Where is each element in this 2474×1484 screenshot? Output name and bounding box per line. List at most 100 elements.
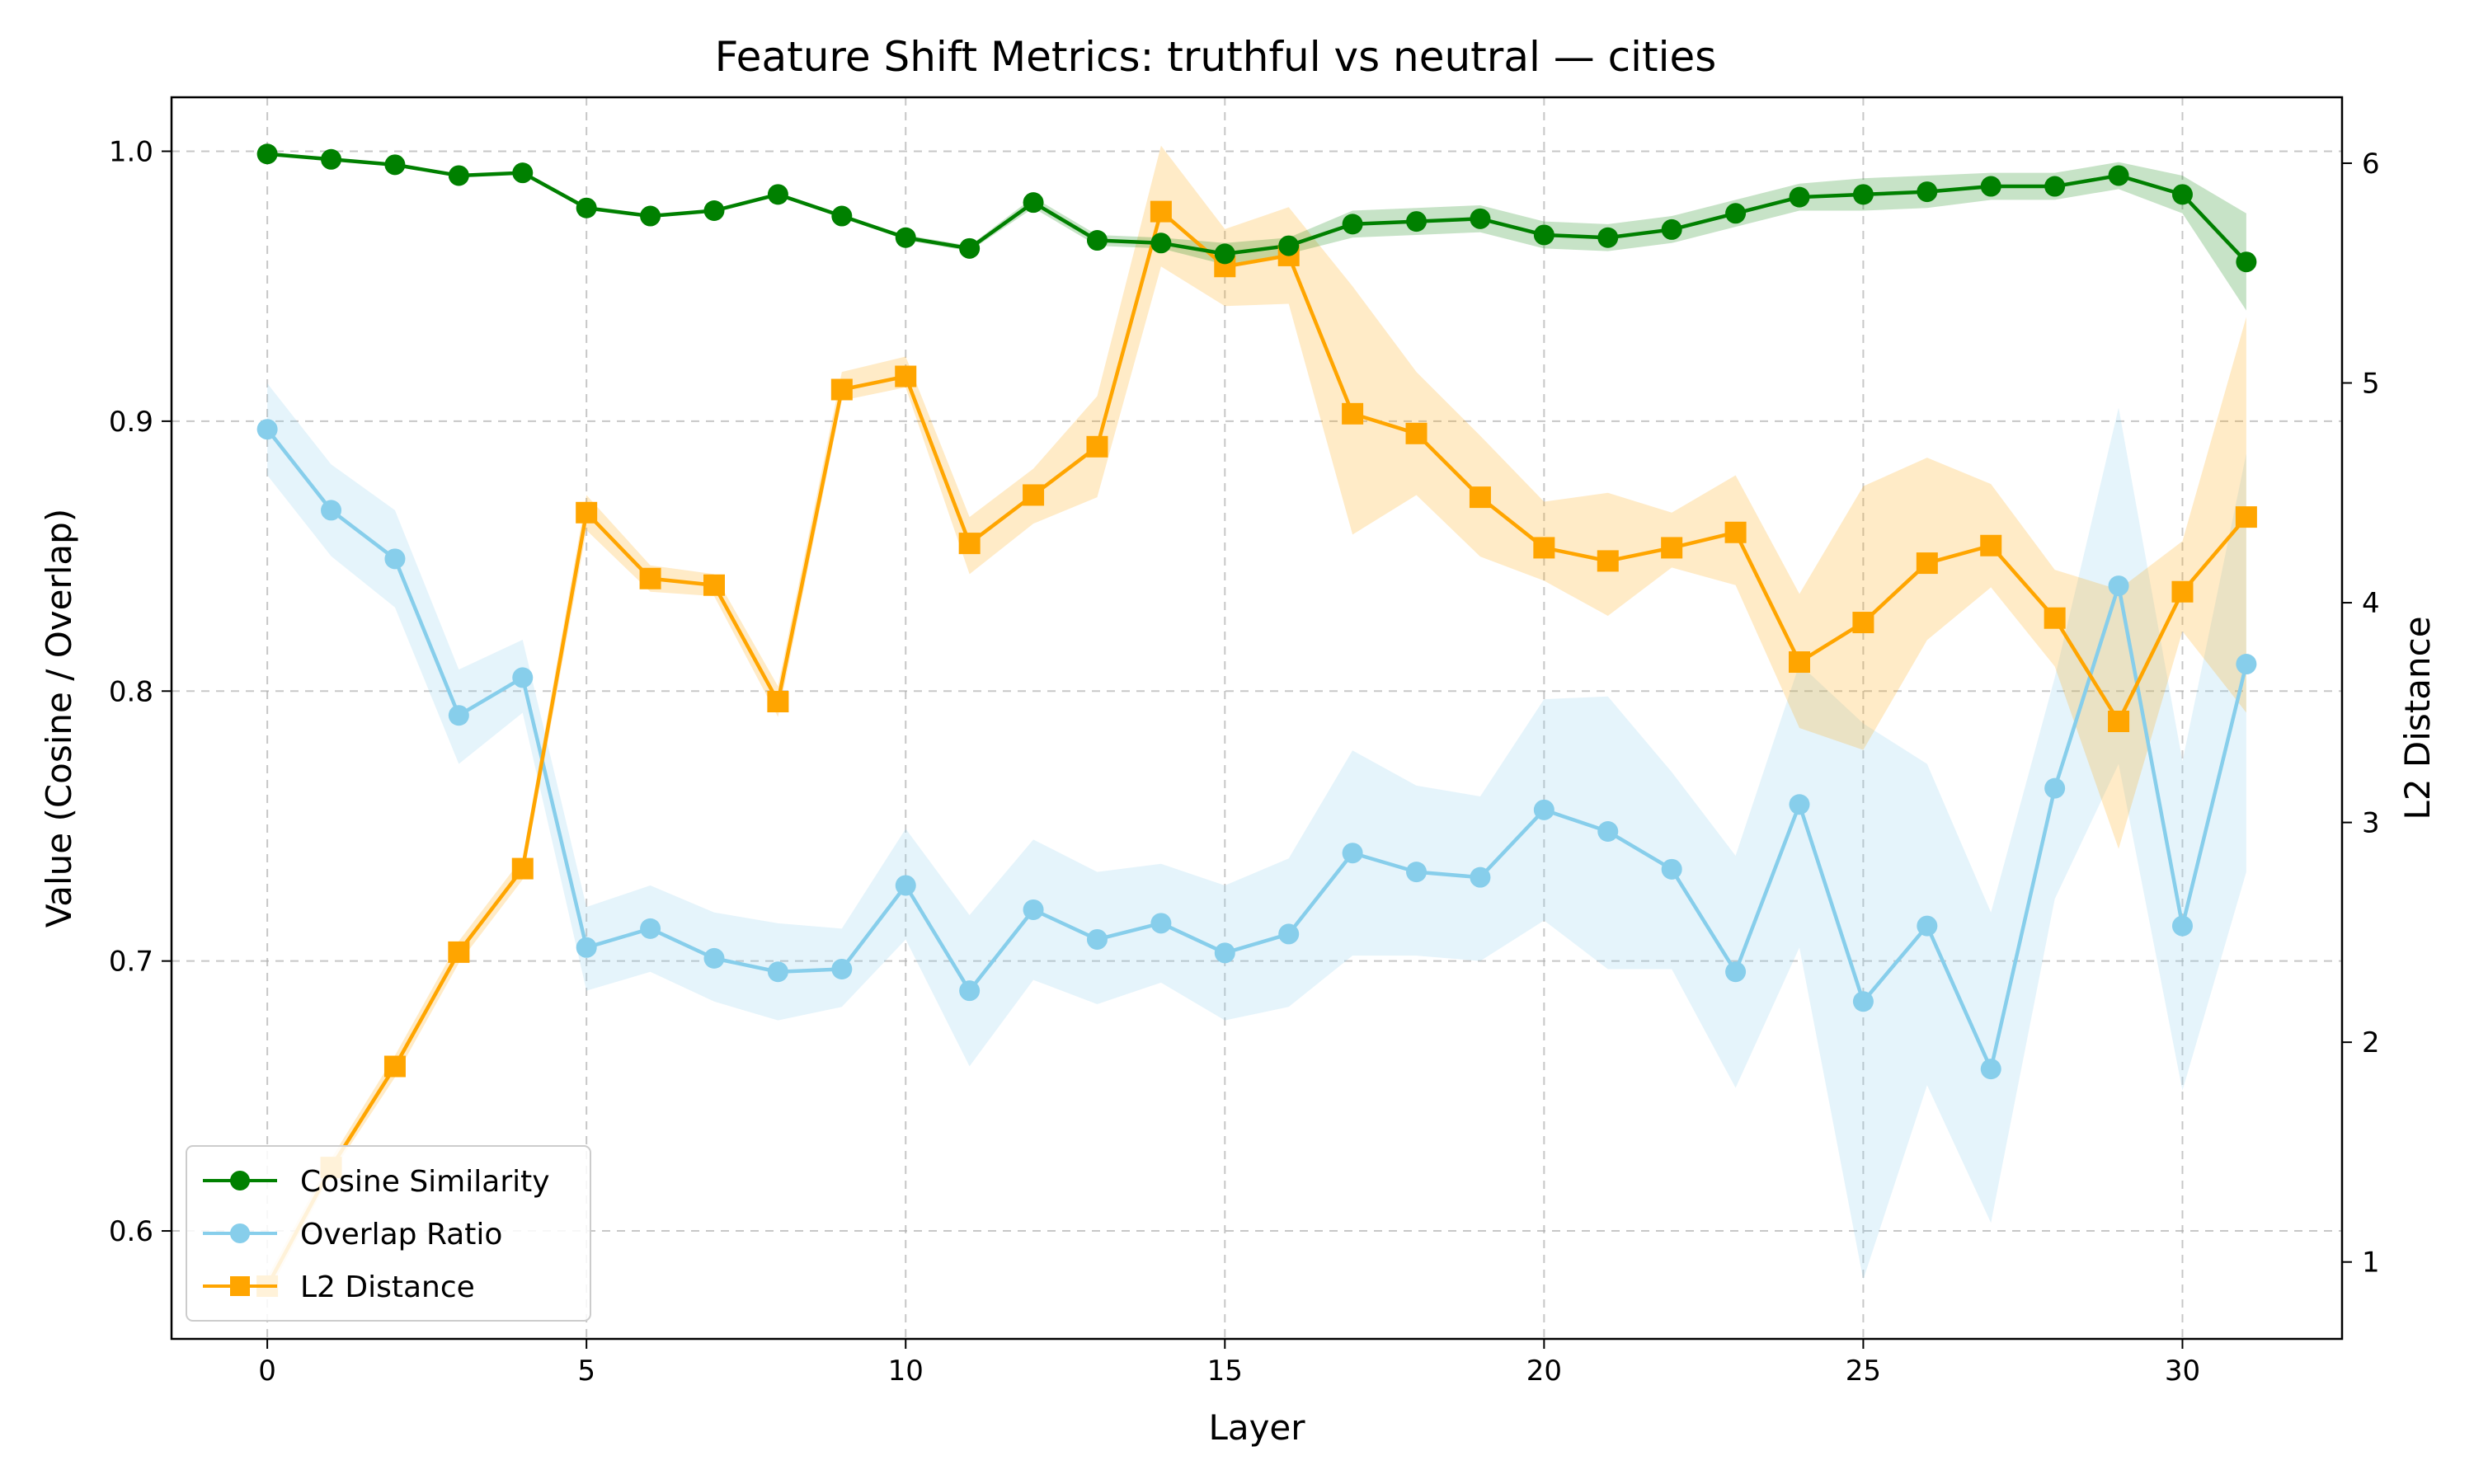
point-cosine-similarity xyxy=(895,227,916,248)
point-cosine-similarity xyxy=(1533,224,1554,246)
point-cosine-similarity xyxy=(2108,165,2129,186)
y-tick-label-left: 0.7 xyxy=(109,946,153,979)
x-tick-label: 15 xyxy=(1207,1355,1243,1388)
legend-label-overlap: Overlap Ratio xyxy=(300,1218,502,1252)
point-l2-distance xyxy=(1023,484,1045,506)
point-cosine-similarity xyxy=(831,205,853,227)
point-overlap-ratio xyxy=(1470,866,1491,888)
point-overlap-ratio xyxy=(2236,654,2257,675)
legend-label-l2: L2 Distance xyxy=(300,1270,475,1304)
point-cosine-similarity xyxy=(1023,192,1044,214)
point-cosine-similarity xyxy=(2044,176,2066,197)
series-markers xyxy=(256,143,2257,1298)
point-l2-distance xyxy=(1469,486,1491,509)
point-overlap-ratio xyxy=(321,500,342,521)
chart-title: Feature Shift Metrics: truthful vs neutr… xyxy=(715,33,1717,81)
point-l2-distance xyxy=(1597,550,1619,572)
point-overlap-ratio xyxy=(1661,858,1682,880)
point-overlap-ratio xyxy=(1852,991,1874,1012)
point-overlap-ratio xyxy=(2171,915,2193,937)
point-l2-distance xyxy=(2171,580,2194,603)
point-l2-distance xyxy=(448,941,470,963)
point-l2-distance xyxy=(1342,402,1364,425)
point-cosine-similarity xyxy=(321,148,342,170)
point-cosine-similarity xyxy=(703,200,725,222)
legend: Cosine Similarity Overlap Ratio L2 Dista… xyxy=(186,1145,591,1322)
x-tick-label: 20 xyxy=(1526,1355,1562,1388)
point-l2-distance xyxy=(2235,506,2257,528)
point-cosine-similarity xyxy=(576,197,597,218)
point-overlap-ratio xyxy=(895,875,916,896)
point-cosine-similarity xyxy=(1852,184,1874,205)
axis-ticks: 0 5 10 15 20 25 30 0.6 0.7 0.8 0.9 1.0 1 2 3 4 5 6 xyxy=(109,135,2380,1388)
line-cosine-similarity xyxy=(266,152,2248,264)
point-l2-distance xyxy=(830,378,853,401)
point-cosine-similarity xyxy=(1406,211,1427,232)
point-l2-distance xyxy=(1405,422,1427,444)
point-cosine-similarity xyxy=(512,162,534,184)
point-overlap-ratio xyxy=(1150,913,1172,934)
point-l2-distance xyxy=(1789,651,1810,674)
point-overlap-ratio xyxy=(1597,821,1619,843)
legend-frame xyxy=(186,1145,591,1322)
point-overlap-ratio xyxy=(2108,575,2129,597)
legend-marker-overlap xyxy=(230,1223,250,1243)
y-tick-label-right: 3 xyxy=(2362,807,2380,840)
point-cosine-similarity xyxy=(448,165,469,186)
point-l2-distance xyxy=(1150,200,1172,223)
point-cosine-similarity xyxy=(256,143,278,165)
point-overlap-ratio xyxy=(703,947,725,969)
point-cosine-similarity xyxy=(1342,214,1363,235)
point-cosine-similarity xyxy=(1661,218,1682,240)
y-tick-label-right: 2 xyxy=(2362,1026,2380,1059)
point-l2-distance xyxy=(1852,612,1874,634)
point-overlap-ratio xyxy=(384,548,406,570)
point-l2-distance xyxy=(958,533,981,555)
y-tick-label-left: 1.0 xyxy=(109,135,153,168)
point-l2-distance xyxy=(2044,607,2066,629)
point-l2-distance xyxy=(2108,710,2130,732)
point-cosine-similarity xyxy=(1278,235,1300,256)
point-cosine-similarity xyxy=(1917,181,1938,203)
plot-area-frame xyxy=(170,96,2344,1341)
point-cosine-similarity xyxy=(1980,176,2001,197)
x-tick-label: 25 xyxy=(1846,1355,1881,1388)
point-l2-distance xyxy=(1533,537,1555,559)
point-overlap-ratio xyxy=(1533,799,1554,820)
point-overlap-ratio xyxy=(576,937,597,958)
point-cosine-similarity xyxy=(384,154,406,176)
point-overlap-ratio xyxy=(1917,915,1938,937)
point-l2-distance xyxy=(703,574,725,596)
point-overlap-ratio xyxy=(448,705,469,726)
point-cosine-similarity xyxy=(1597,227,1619,248)
point-overlap-ratio xyxy=(1278,923,1300,945)
point-overlap-ratio xyxy=(767,961,788,983)
legend-marker-l2 xyxy=(230,1276,250,1296)
x-tick-label: 30 xyxy=(2165,1355,2200,1388)
y-tick-label-right: 5 xyxy=(2362,368,2380,401)
point-cosine-similarity xyxy=(2236,251,2257,273)
y-axis-label-right: L2 Distance xyxy=(2397,616,2438,819)
point-cosine-similarity xyxy=(1086,230,1108,251)
point-overlap-ratio xyxy=(1406,862,1427,883)
point-overlap-ratio xyxy=(1023,899,1044,920)
point-overlap-ratio xyxy=(1342,843,1363,864)
point-overlap-ratio xyxy=(1086,928,1108,950)
point-overlap-ratio xyxy=(2044,777,2066,799)
point-l2-distance xyxy=(1916,552,1938,575)
legend-marker-cosine xyxy=(230,1171,250,1190)
error-bands xyxy=(267,145,2246,1295)
point-cosine-similarity xyxy=(640,205,661,227)
point-cosine-similarity xyxy=(1725,203,1747,224)
point-cosine-similarity xyxy=(1214,243,1235,265)
point-cosine-similarity xyxy=(1470,208,1491,229)
point-l2-distance xyxy=(1086,435,1108,458)
y-tick-label-left: 0.9 xyxy=(109,406,153,439)
point-cosine-similarity xyxy=(767,184,788,205)
point-l2-distance xyxy=(576,501,598,524)
y-tick-label-left: 0.8 xyxy=(109,675,153,708)
y-tick-label-right: 4 xyxy=(2362,587,2380,620)
x-tick-label: 10 xyxy=(888,1355,924,1388)
point-cosine-similarity xyxy=(1150,232,1172,254)
